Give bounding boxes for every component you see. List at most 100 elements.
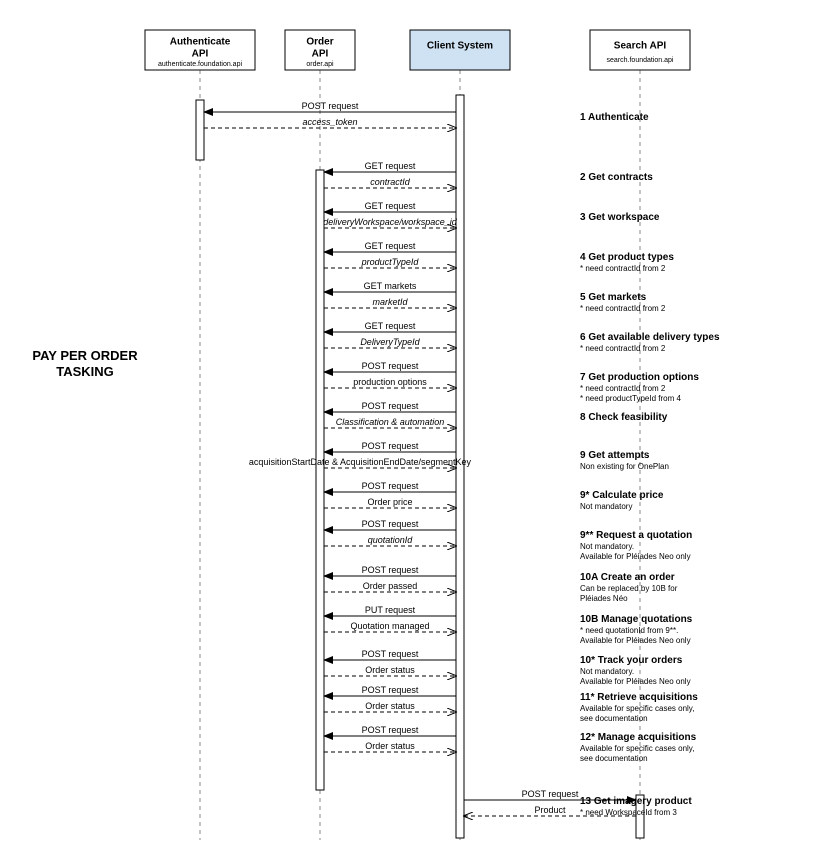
- step-annotation: 1 Authenticate: [580, 112, 649, 123]
- step-annotation: 2 Get contracts: [580, 172, 653, 183]
- svg-text:10* Track your orders: 10* Track your orders: [580, 655, 683, 666]
- step-annotation: 11* Retrieve acquisitionsAvailable for s…: [580, 692, 698, 723]
- message-label: Quotation managed: [350, 621, 429, 631]
- message-label: Order status: [365, 701, 415, 711]
- message-label: POST request: [362, 361, 419, 371]
- svg-text:9** Request a quotation: 9** Request a quotation: [580, 530, 692, 541]
- message-label: Product: [534, 805, 566, 815]
- big-title: PAY PER ORDERTASKING: [32, 348, 138, 379]
- svg-text:Order: Order: [306, 37, 333, 48]
- message-label: POST request: [522, 789, 579, 799]
- message-label: production options: [353, 377, 427, 387]
- message-label: POST request: [362, 685, 419, 695]
- step-annotation: 9 Get attemptsNon existing for OnePlan: [580, 450, 669, 471]
- svg-text:7 Get production options: 7 Get production options: [580, 372, 699, 383]
- step-annotation: 10* Track your ordersNot mandatory.Avail…: [580, 655, 691, 686]
- message-label: POST request: [362, 725, 419, 735]
- svg-text:Available for specific cases o: Available for specific cases only,: [580, 744, 694, 753]
- svg-text:see documentation: see documentation: [580, 714, 648, 723]
- message-label: Order price: [367, 497, 412, 507]
- activation-order: [316, 170, 324, 790]
- svg-text:Client System: Client System: [427, 41, 493, 52]
- svg-text:Not mandatory: Not mandatory: [580, 502, 632, 511]
- svg-text:Available for Pléiades Neo onl: Available for Pléiades Neo only: [580, 552, 691, 561]
- svg-text:Available for specific cases o: Available for specific cases only,: [580, 704, 694, 713]
- svg-text:Search API: Search API: [614, 41, 667, 52]
- message-label: GET request: [365, 321, 416, 331]
- svg-text:1 Authenticate: 1 Authenticate: [580, 112, 649, 123]
- message-label: Classification & automation: [336, 417, 445, 427]
- svg-text:8 Check feasibility: 8 Check feasibility: [580, 412, 668, 423]
- svg-text:Available for Pléiades Neo onl: Available for Pléiades Neo only: [580, 636, 691, 645]
- message-label: PUT request: [365, 605, 416, 615]
- svg-text:Not mandatory.: Not mandatory.: [580, 667, 634, 676]
- svg-text:Authenticate: Authenticate: [170, 37, 231, 48]
- step-annotation: 5 Get markets* need contractId from 2: [580, 292, 666, 313]
- sequence-diagram: PAY PER ORDERTASKING AuthenticateAPIauthe…: [0, 0, 823, 854]
- message-label: GET markets: [364, 281, 417, 291]
- svg-text:* need productTypeId from 4: * need productTypeId from 4: [580, 394, 682, 403]
- svg-text:2 Get contracts: 2 Get contracts: [580, 172, 653, 183]
- message-label: productTypeId: [361, 257, 420, 267]
- svg-text:* need contractId from 2: * need contractId from 2: [580, 344, 666, 353]
- message-label: deliveryWorkspace/workspace_id: [323, 217, 458, 227]
- svg-text:search.foundation.api: search.foundation.api: [607, 57, 674, 64]
- message-label: POST request: [362, 519, 419, 529]
- svg-text:* need contractId from 2: * need contractId from 2: [580, 264, 666, 273]
- message-label: GET request: [365, 201, 416, 211]
- svg-text:3 Get workspace: 3 Get workspace: [580, 212, 660, 223]
- activation-auth: [196, 100, 204, 160]
- step-annotation: 3 Get workspace: [580, 212, 660, 223]
- message-label: GET request: [365, 241, 416, 251]
- svg-text:5 Get markets: 5 Get markets: [580, 292, 647, 303]
- svg-text:Can be replaced by 10B for: Can be replaced by 10B for: [580, 584, 678, 593]
- message-label: POST request: [362, 481, 419, 491]
- step-annotation: 10A Create an orderCan be replaced by 10…: [580, 572, 678, 603]
- step-annotation: 8 Check feasibility: [580, 412, 668, 423]
- message-label: Order status: [365, 665, 415, 675]
- svg-text:10B Manage quotations: 10B Manage quotations: [580, 614, 693, 625]
- message-label: access_token: [302, 117, 357, 127]
- svg-text:Not mandatory.: Not mandatory.: [580, 542, 634, 551]
- step-annotation: 7 Get production options* need contractI…: [580, 372, 699, 403]
- message-label: acquisitionStartDate & AcquisitionEndDat…: [249, 457, 472, 467]
- message-label: contractId: [370, 177, 411, 187]
- message-label: quotationId: [368, 535, 414, 545]
- svg-text:4 Get product types: 4 Get product types: [580, 252, 674, 263]
- svg-text:10A Create an order: 10A Create an order: [580, 572, 675, 583]
- step-annotation: 6 Get available delivery types* need con…: [580, 332, 720, 353]
- actor-auth: AuthenticateAPIauthenticate.foundation.a…: [145, 30, 255, 70]
- svg-text:API: API: [192, 49, 209, 60]
- message-label: marketId: [372, 297, 408, 307]
- message-label: Order passed: [363, 581, 418, 591]
- step-annotation: 12* Manage acquisitionsAvailable for spe…: [580, 732, 697, 763]
- message-label: POST request: [362, 441, 419, 451]
- message-label: Order status: [365, 741, 415, 751]
- actor-search: Search API search.foundation.api: [590, 30, 690, 70]
- message-label: POST request: [362, 649, 419, 659]
- step-annotation: 9* Calculate priceNot mandatory: [580, 490, 664, 511]
- svg-text:12* Manage acquisitions: 12* Manage acquisitions: [580, 732, 697, 743]
- svg-text:9 Get attempts: 9 Get attempts: [580, 450, 650, 461]
- svg-text:* need contractId from 2: * need contractId from 2: [580, 304, 666, 313]
- step-annotation: 4 Get product types* need contractId fro…: [580, 252, 674, 273]
- svg-text:order.api: order.api: [306, 61, 334, 68]
- svg-text:Pléiades Néo: Pléiades Néo: [580, 594, 628, 603]
- message-label: POST request: [362, 565, 419, 575]
- svg-text:* need quotationId from 9**.: * need quotationId from 9**.: [580, 626, 678, 635]
- svg-text:13 Get imagery product: 13 Get imagery product: [580, 796, 692, 807]
- message-label: DeliveryTypeId: [360, 337, 420, 347]
- message-label: POST request: [302, 101, 359, 111]
- step-annotation: 10B Manage quotations* need quotationId …: [580, 614, 693, 645]
- svg-text:API: API: [312, 49, 329, 60]
- message-label: GET request: [365, 161, 416, 171]
- actor-client: Client System: [410, 30, 510, 70]
- svg-text:Available for Pléiades Neo onl: Available for Pléiades Neo only: [580, 677, 691, 686]
- svg-text:11* Retrieve acquisitions: 11* Retrieve acquisitions: [580, 692, 698, 703]
- step-annotation: 13 Get imagery product* need WorkspaceId…: [580, 796, 692, 817]
- svg-text:see documentation: see documentation: [580, 754, 648, 763]
- svg-text:* need WorkspaceId from 3: * need WorkspaceId from 3: [580, 808, 677, 817]
- actor-order: OrderAPIorder.api: [285, 30, 355, 70]
- svg-text:9* Calculate price: 9* Calculate price: [580, 490, 664, 501]
- step-annotation: 9** Request a quotationNot mandatory.Ava…: [580, 530, 692, 561]
